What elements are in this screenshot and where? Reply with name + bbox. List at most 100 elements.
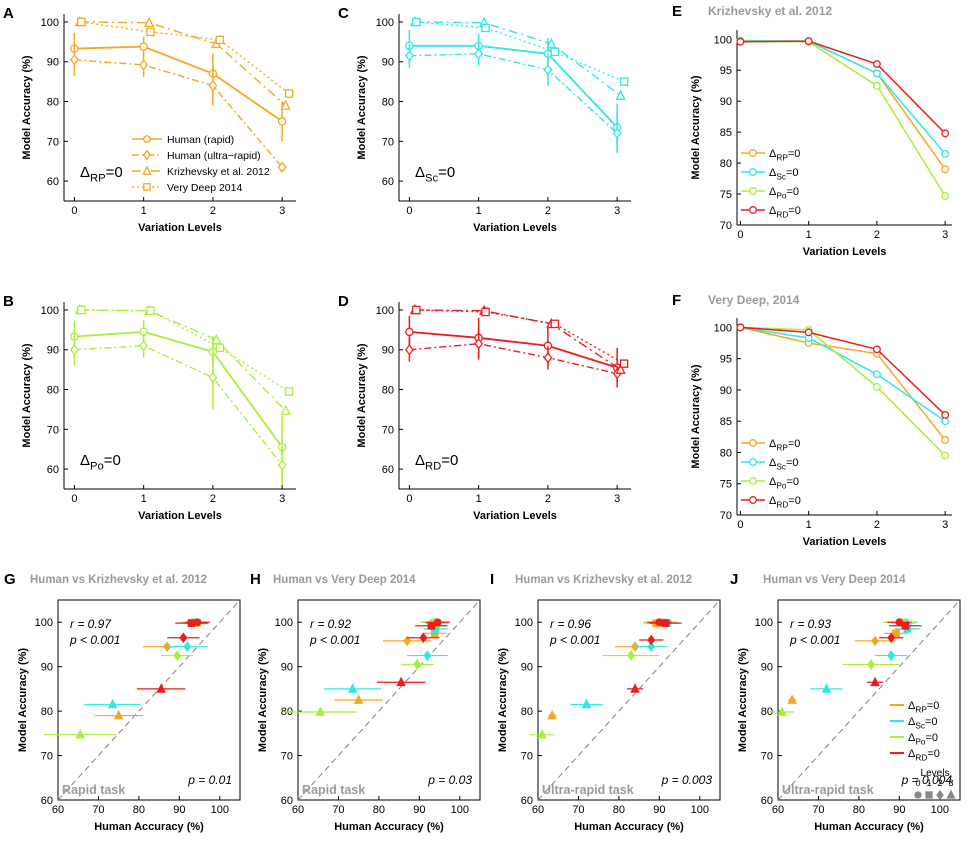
x-axis-label: Variation Levels	[138, 510, 222, 522]
data-point	[113, 709, 124, 720]
level-label: 0	[915, 778, 920, 788]
data-point	[277, 161, 287, 173]
data-point	[284, 387, 294, 396]
y-tick-label: 70	[720, 220, 732, 232]
data-point	[941, 165, 950, 174]
y-tick-label: 60	[41, 795, 53, 807]
y-axis-label: Model Accuracy (%)	[356, 55, 368, 159]
series-line	[81, 309, 290, 393]
data-point	[474, 48, 484, 60]
level-label: 3	[948, 778, 953, 788]
data-point	[211, 333, 222, 345]
x-axis-label: Human Accuracy (%)	[574, 821, 684, 833]
series-line	[81, 21, 290, 95]
data-point	[187, 619, 196, 627]
legend-marker	[749, 206, 757, 214]
data-point	[474, 338, 484, 350]
x-axis-label: Human Accuracy (%)	[94, 821, 204, 833]
data-point	[280, 99, 291, 110]
y-axis-label: Model Accuracy (%)	[356, 343, 368, 447]
diff-p-value: p = 0.03	[427, 773, 472, 787]
identity-line	[297, 599, 481, 801]
data-point	[647, 634, 656, 646]
data-point	[419, 632, 428, 644]
x-axis-label: Variation Levels	[473, 510, 557, 522]
x-tick-label: 2	[545, 493, 551, 505]
series-line	[740, 326, 946, 416]
data-point	[77, 17, 86, 27]
legend-label: ΔRP=0	[769, 438, 800, 452]
y-tick-label: 80	[47, 385, 59, 397]
y-tick-label: 100	[35, 617, 53, 629]
data-point	[872, 370, 881, 379]
correlation-r: r = 0.97	[70, 617, 112, 631]
x-tick-label: 2	[210, 493, 216, 505]
series-diamond	[404, 327, 622, 382]
data-point	[543, 352, 553, 364]
x-tick-label: 60	[532, 804, 544, 816]
legend-label: ΔPo=0	[769, 476, 799, 490]
legend-label: Human (rapid)	[167, 134, 234, 146]
data-point	[107, 698, 118, 709]
legend-label: ΔRD=0	[769, 495, 801, 509]
x-tick-label: 1	[476, 205, 482, 217]
identity-line	[777, 599, 961, 801]
delta-suffix: =0	[788, 148, 801, 160]
data-point	[481, 23, 490, 33]
x-axis-label: Variation Levels	[473, 222, 557, 234]
delta-symbol: Δ	[908, 716, 916, 728]
data-point	[69, 344, 79, 356]
delta-suffix: =0	[441, 452, 458, 469]
data-point	[173, 650, 182, 661]
series-line	[416, 309, 625, 365]
data-point	[404, 50, 414, 62]
delta-subscript: RP	[90, 173, 106, 185]
data-point	[277, 117, 287, 126]
axes-box	[297, 599, 481, 801]
delta-suffix: =0	[925, 732, 938, 744]
panel-letter: E	[672, 3, 682, 20]
delta-symbol: Δ	[769, 148, 777, 160]
y-tick-label: 80	[41, 706, 53, 718]
data-point	[413, 659, 422, 670]
delta-symbol: Δ	[769, 476, 777, 488]
level-marker	[936, 789, 944, 801]
series-Sc	[736, 36, 950, 158]
delta-symbol: Δ	[769, 186, 777, 198]
y-tick-label: 90	[382, 57, 394, 69]
panel-letter: D	[338, 293, 349, 310]
delta-subscript: RD	[915, 753, 927, 762]
data-point	[619, 77, 629, 86]
delta-subscript: Po	[90, 461, 104, 473]
data-point	[396, 676, 406, 687]
panel-letter: G	[4, 571, 16, 588]
series-line	[74, 330, 283, 448]
data-point	[403, 635, 412, 647]
series-line	[409, 44, 618, 129]
y-tick-label: 90	[47, 345, 59, 357]
panel-I: I Human vs Krizhevsky et al. 2012 60 70 80 90…	[490, 571, 721, 833]
delta-symbol: Δ	[415, 452, 425, 469]
legend-marker	[749, 187, 757, 195]
panel-letter: H	[250, 571, 261, 588]
series-triangle	[409, 15, 626, 100]
x-tick-label: 3	[614, 493, 620, 505]
x-axis-label: Variation Levels	[803, 246, 887, 258]
diff-p-value: p = 0.01	[187, 773, 232, 787]
delta-subscript: RP	[915, 705, 927, 714]
data-point	[661, 619, 670, 627]
y-tick-label: 70	[47, 424, 59, 436]
task-label: Rapid task	[62, 783, 125, 797]
data-point	[139, 42, 148, 51]
y-tick-label: 95	[720, 65, 732, 77]
axes-box	[537, 599, 721, 801]
delta-symbol: Δ	[908, 700, 916, 712]
x-tick-label: 90	[893, 804, 905, 816]
data-point	[787, 694, 797, 704]
axes-box	[57, 599, 241, 801]
delta-subscript: Sc	[425, 173, 439, 185]
y-tick-label: 60	[761, 795, 773, 807]
y-tick-label: 70	[47, 136, 59, 148]
x-tick-label: 100	[691, 804, 709, 816]
x-tick-label: 1	[476, 493, 482, 505]
